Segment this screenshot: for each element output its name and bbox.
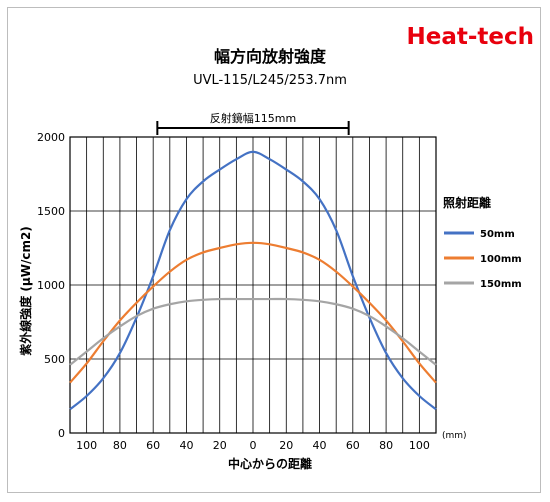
y-tick-label: 1500 (37, 205, 65, 218)
y-tick-label: 1000 (37, 279, 65, 292)
legend: 50mm 100mm 150mm (444, 229, 522, 290)
chart-title: 幅方向放射強度 (214, 47, 327, 66)
chart-svg: Heat-tech 幅方向放射強度 UVL-115/L245/253.7nm 反… (18, 24, 534, 471)
y-axis-label: 紫外線強度 (μW/cm2) (18, 226, 33, 356)
x-tick-label: 100 (76, 439, 97, 452)
x-axis-label: 中心からの距離 (228, 456, 312, 471)
series-lines (69, 150, 437, 411)
x-tick-label: 40 (313, 439, 327, 452)
axes: 0 500 1000 1500 2000 100 80 60 40 20 0 20 40 60 80 100 (37, 131, 437, 452)
x-tick-label: 40 (179, 439, 193, 452)
legend-title: 照射距離 (443, 195, 491, 210)
legend-label: 50mm (480, 229, 515, 240)
series-line-50mm (69, 150, 437, 411)
reflector-width-annotation: 反射鏡幅115mm (210, 111, 296, 125)
plot-area-border (69, 136, 437, 434)
x-tick-label: 0 (250, 439, 257, 452)
chart-subtitle: UVL-115/L245/253.7nm (193, 73, 347, 88)
series-line-100mm (69, 241, 437, 384)
legend-label: 100mm (480, 254, 522, 265)
x-tick-label: 80 (113, 439, 127, 452)
x-axis-unit: (mm) (442, 431, 467, 441)
y-tick-label: 2000 (37, 131, 65, 144)
chart-frame: Heat-tech 幅方向放射強度 UVL-115/L245/253.7nm 反… (7, 7, 541, 493)
x-tick-label: 60 (146, 439, 160, 452)
x-tick-label: 100 (409, 439, 430, 452)
legend-label: 150mm (480, 279, 522, 290)
y-tick-label: 500 (44, 353, 65, 366)
series-line-150mm (69, 297, 437, 366)
y-tick-label: 0 (58, 427, 65, 440)
x-tick-label: 80 (379, 439, 393, 452)
grid-lines (69, 136, 437, 434)
brand-logo-text: Heat-tech (406, 24, 534, 50)
annotation-bracket (156, 121, 350, 135)
x-tick-label: 20 (279, 439, 293, 452)
x-tick-label: 60 (346, 439, 360, 452)
x-tick-label: 20 (213, 439, 227, 452)
